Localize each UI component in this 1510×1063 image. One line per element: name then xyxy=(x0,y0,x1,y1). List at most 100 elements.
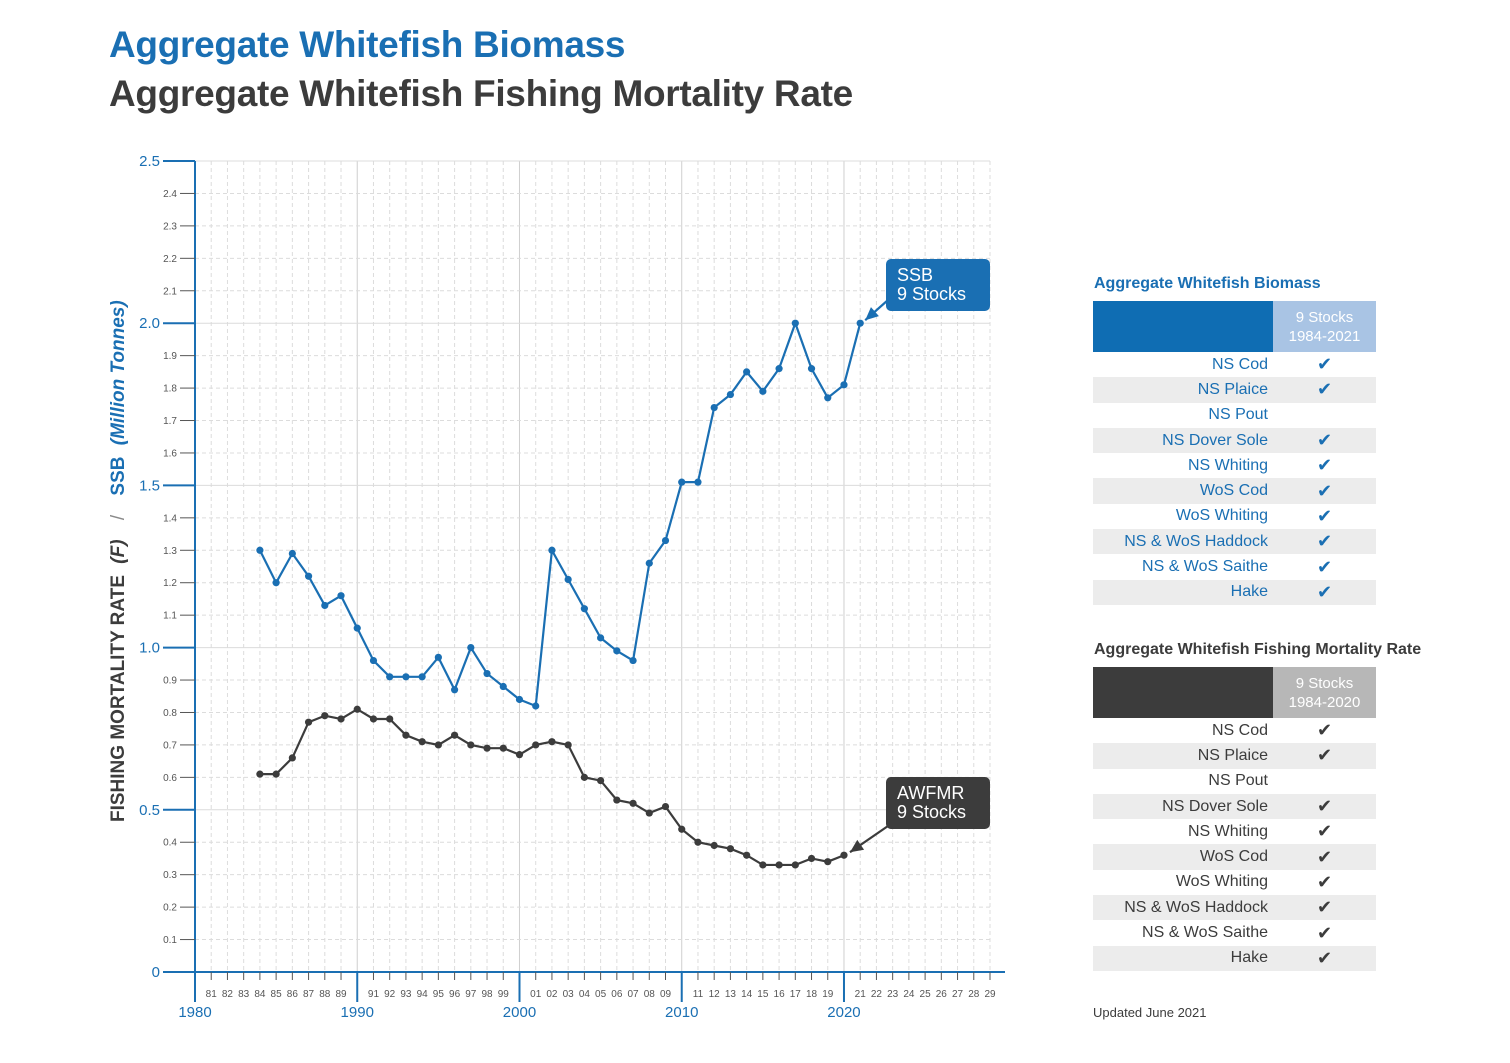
data-point-ssb xyxy=(256,546,264,554)
data-point-awfmr xyxy=(515,751,524,759)
data-point-awfmr xyxy=(353,705,361,713)
y-tick-label: 1.6 xyxy=(163,448,177,459)
stock-name: NS Plaice xyxy=(1197,380,1268,398)
callout-box-awfmr xyxy=(886,777,990,829)
x-tick-label: 97 xyxy=(465,989,477,1000)
x-tick-label: 87 xyxy=(303,989,315,1000)
x-tick-label: 95 xyxy=(433,989,445,1000)
mortality-table-title: Aggregate Whitefish Fishing Mortality Ra… xyxy=(1094,641,1422,658)
x-tick-label: 04 xyxy=(579,989,591,1000)
checkmark-icon: ✔ xyxy=(1316,922,1333,943)
y-axis-label: FISHING MORTALITY RATE (F) / SSB (Millio… xyxy=(108,300,129,822)
data-point-ssb xyxy=(775,365,783,373)
y-axis-label-fishing-unit: (F) xyxy=(108,539,129,563)
y-tick-label: 0.9 xyxy=(163,676,177,687)
data-point-ssb xyxy=(386,673,394,681)
data-point-ssb xyxy=(580,605,588,613)
x-tick-label: 15 xyxy=(757,989,769,1000)
table-row: NS Cod ✔ xyxy=(1093,352,1376,377)
data-point-ssb xyxy=(759,387,767,395)
table-row: NS Plaice ✔ xyxy=(1093,377,1376,403)
checkmark-icon: ✔ xyxy=(1316,379,1333,400)
table-row: WoS Cod ✔ xyxy=(1093,478,1376,504)
data-point-ssb xyxy=(694,478,702,486)
table-body: NS Cod ✔ NS Plaice ✔ NS Pout NS Dover Sole ✔ NS… xyxy=(1093,718,1376,971)
data-point-ssb xyxy=(369,656,378,665)
data-point-ssb xyxy=(824,394,832,402)
data-point-ssb xyxy=(548,546,556,554)
y-axis-label-fishing: FISHING MORTALITY RATE xyxy=(108,575,129,822)
table-row: Hake ✔ xyxy=(1093,579,1376,605)
y-tick-label: 1.8 xyxy=(163,384,177,395)
checkmark-icon: ✔ xyxy=(1316,871,1333,892)
x-tick-label: 25 xyxy=(920,989,932,1000)
table-row: NS Whiting ✔ xyxy=(1093,819,1376,844)
stock-name: NS Pout xyxy=(1208,772,1268,790)
data-point-awfmr xyxy=(321,712,329,720)
data-point-awfmr xyxy=(450,731,459,739)
x-tick-label: 12 xyxy=(709,989,721,1000)
biomass-title: Aggregate Whitefish Biomass xyxy=(109,24,626,65)
data-point-ssb xyxy=(613,647,621,655)
header-cell: 9 Stocks 1984-2021 xyxy=(1273,301,1376,352)
data-point-awfmr xyxy=(645,809,653,817)
stock-name: Hake xyxy=(1230,583,1268,601)
data-point-ssb xyxy=(467,644,475,652)
data-point-ssb xyxy=(791,319,799,327)
table-row: NS & WoS Haddock ✔ xyxy=(1093,529,1376,555)
y-tick-label: 2.1 xyxy=(163,286,177,297)
x-tick-label: 82 xyxy=(222,989,234,1000)
x-tick-label: 91 xyxy=(368,989,380,1000)
table-header: 9 Stocks 1984-2021 xyxy=(1093,301,1376,352)
mortality-stock-table: 9 Stocks 1984-2020 NS Cod ✔ NS Plaice ✔ NS P… xyxy=(1093,667,1376,971)
x-tick-label: 22 xyxy=(871,989,883,1000)
x-tick-label: 24 xyxy=(903,989,915,1000)
data-point-awfmr xyxy=(775,861,783,869)
x-tick-label: 16 xyxy=(774,989,786,1000)
checkmark-icon: ✔ xyxy=(1316,821,1333,842)
x-tick-label: 09 xyxy=(660,989,672,1000)
data-point-ssb xyxy=(726,390,735,399)
data-point-awfmr xyxy=(840,851,848,859)
x-tick-label: 03 xyxy=(563,989,575,1000)
header-bar xyxy=(1093,301,1273,352)
table-row: WoS Whiting ✔ xyxy=(1093,504,1376,529)
x-decade-label: 2010 xyxy=(665,1004,698,1021)
data-point-ssb xyxy=(856,319,864,327)
header-stocks: 9 Stocks xyxy=(1295,309,1354,326)
updated-note: Updated June 2021 xyxy=(1093,1005,1207,1020)
data-point-ssb xyxy=(450,686,459,694)
chart-axes: 0 0.5 1.0 1.5 2.0 2.5 0.1 0.2 0.3 0.4 0.6 0.7 0.8 0.9… xyxy=(139,153,1005,1021)
data-point-ssb xyxy=(321,601,329,610)
data-point-ssb xyxy=(629,656,637,665)
x-tick-label: 05 xyxy=(595,989,607,1000)
y-tick-label: 1.9 xyxy=(163,351,177,362)
x-tick-label: 99 xyxy=(498,989,510,1000)
stock-name: NS Pout xyxy=(1208,406,1268,424)
data-point-awfmr xyxy=(337,715,345,723)
table-row: WoS Whiting ✔ xyxy=(1093,870,1376,895)
checkmark-icon: ✔ xyxy=(1316,430,1333,451)
x-decade-label: 1980 xyxy=(178,1004,211,1021)
table-row: WoS Cod ✔ xyxy=(1093,844,1376,870)
x-tick-label: 89 xyxy=(335,989,347,1000)
data-point-ssb xyxy=(597,634,605,642)
chart-grid xyxy=(195,160,991,972)
data-point-awfmr xyxy=(824,858,832,866)
data-point-ssb xyxy=(807,365,816,373)
x-tick-label: 98 xyxy=(481,989,493,1000)
x-tick-label: 11 xyxy=(693,989,704,1000)
data-point-awfmr xyxy=(272,770,280,778)
x-tick-label: 85 xyxy=(271,989,283,1000)
stock-name: NS Whiting xyxy=(1187,822,1268,840)
y-tick-label: 2.5 xyxy=(139,153,160,170)
checkmark-icon: ✔ xyxy=(1316,354,1333,375)
y-tick-label: 0.5 xyxy=(139,802,160,819)
stock-name: WoS Cod xyxy=(1199,848,1268,866)
stock-name: WoS Whiting xyxy=(1175,507,1268,525)
y-tick-label: 0.8 xyxy=(163,708,177,719)
x-tick-label: 29 xyxy=(984,989,996,1000)
data-point-ssb xyxy=(434,653,442,661)
y-tick-label: 1.3 xyxy=(163,546,177,557)
